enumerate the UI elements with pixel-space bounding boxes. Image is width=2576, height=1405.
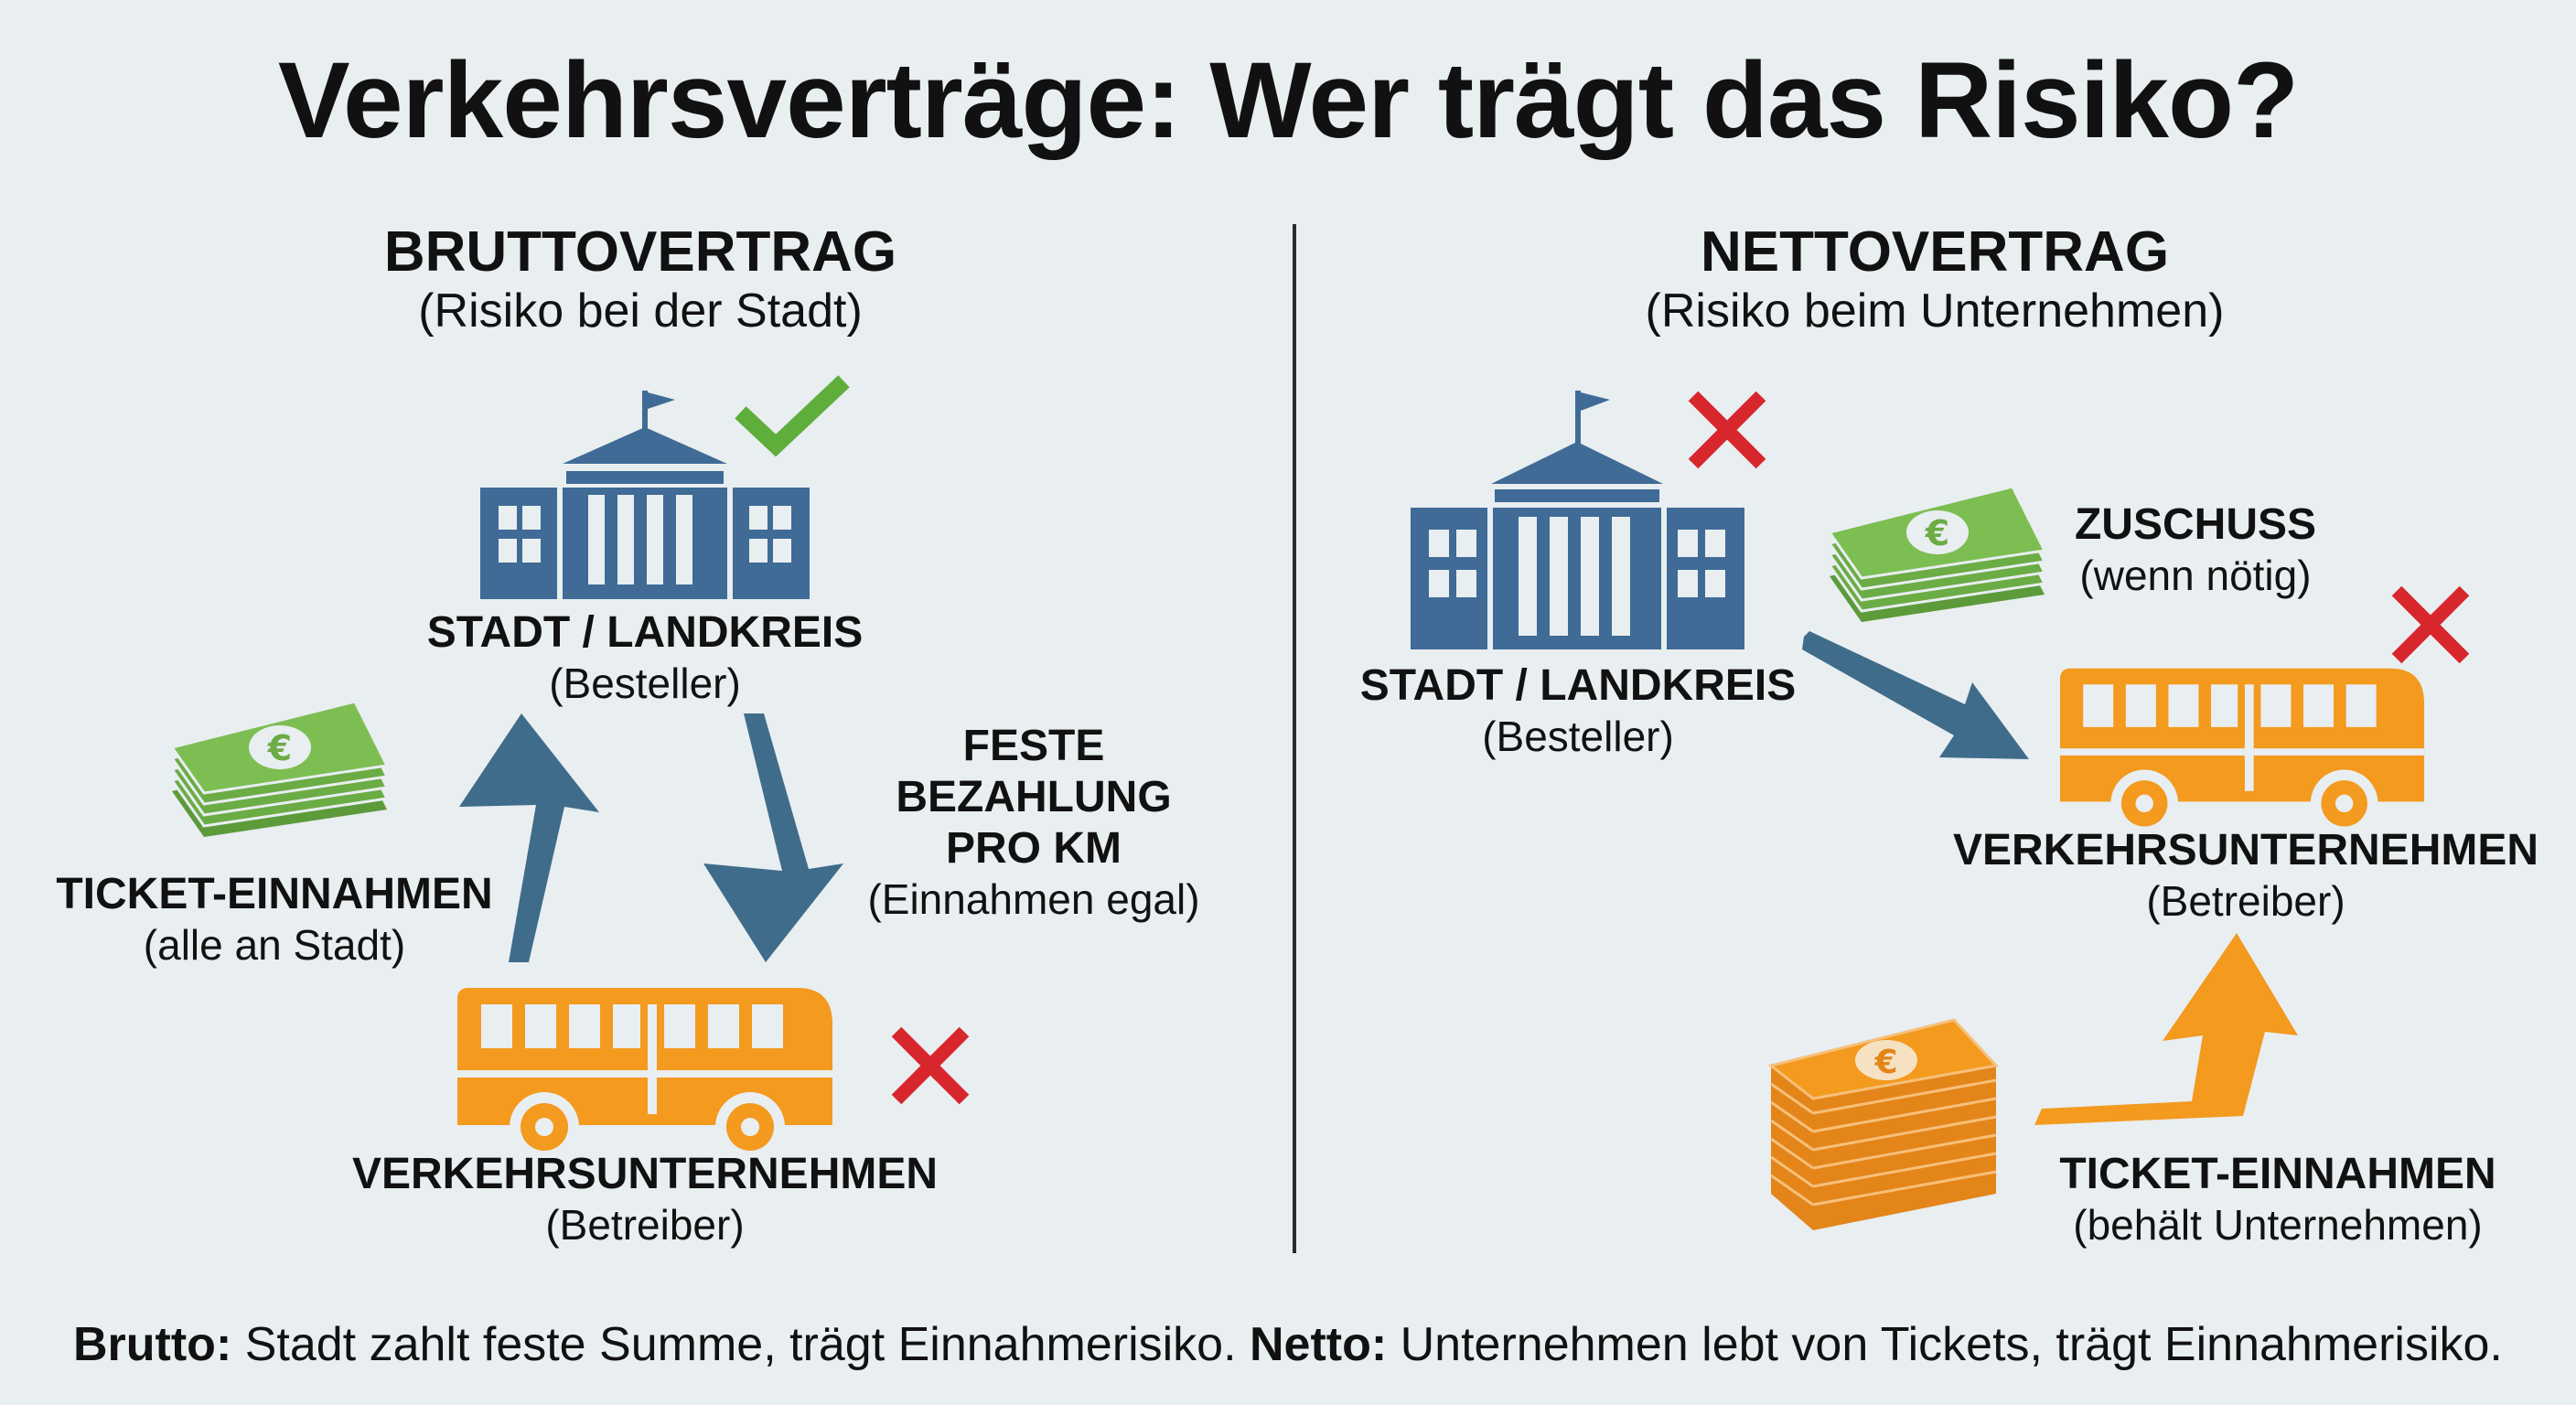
brutto-payment-line2: BEZAHLUNG — [896, 773, 1172, 821]
arrow-up-icon — [2034, 933, 2298, 1125]
cross-icon — [1688, 391, 1766, 469]
section-divider — [1293, 224, 1296, 1253]
netto-subheading: (Risiko beim Unternehmen) — [1645, 284, 2225, 338]
footer-brutto-text: Stadt zahlt feste Summe, trägt Einnahmer… — [231, 1318, 1250, 1371]
netto-subsidy-label: ZUSCHUSS — [2074, 500, 2317, 549]
brutto-operator-name: VERKEHRSUNTERNEHMEN — [351, 1150, 939, 1198]
brutto-payment-note: (Einnahmen egal) — [867, 875, 1200, 923]
cross-icon — [891, 1026, 970, 1105]
brutto-payment-line1: FESTE — [962, 722, 1105, 770]
svg-text:€: € — [267, 728, 292, 768]
bus-icon — [457, 988, 832, 1162]
svg-text:€: € — [1873, 1044, 1897, 1081]
cross-icon — [2391, 585, 2470, 664]
footer-netto-label: Netto: — [1249, 1318, 1388, 1371]
money-stack-icon: € — [169, 700, 390, 837]
brutto-heading: BRUTTOVERTRAG — [383, 220, 897, 284]
brutto-city-role: (Besteller) — [549, 660, 741, 707]
brutto-city-name: STADT / LANDKREIS — [426, 608, 864, 657]
brutto-subheading: (Risiko bei der Stadt) — [418, 284, 863, 338]
footer-summary: Brutto: Stadt zahlt feste Summe, trägt E… — [73, 1317, 2503, 1372]
arrow-diagonal-icon — [1802, 631, 2029, 759]
netto-heading: NETTOVERTRAG — [1700, 220, 2170, 284]
city-building-icon — [1411, 391, 1744, 649]
arrow-down-icon — [703, 713, 843, 962]
page-title: Verkehrsverträge: Wer trägt das Risiko? — [277, 40, 2299, 161]
netto-ticket-note: (behält Unternehmen) — [2073, 1201, 2483, 1249]
brutto-flow-arrows — [459, 713, 843, 962]
footer-netto-text: Unternehmen lebt von Tickets, trägt Einn… — [1387, 1318, 2503, 1371]
brutto-operator-role: (Betreiber) — [545, 1201, 745, 1249]
brutto-ticket-note: (alle an Stadt) — [143, 921, 406, 969]
bus-icon — [2060, 668, 2425, 838]
netto-subsidy-note: (wenn nötig) — [2079, 552, 2312, 599]
netto-operator-name: VERKEHRSUNTERNEHMEN — [1952, 826, 2539, 874]
netto-ticket-label: TICKET-EINNAHMEN — [2059, 1150, 2496, 1198]
check-icon — [735, 375, 850, 457]
netto-city-name: STADT / LANDKREIS — [1359, 661, 1797, 710]
money-stack-icon: € — [1767, 1018, 1999, 1230]
money-stack-icon: € — [1827, 485, 2047, 622]
brutto-ticket-label: TICKET-EINNAHMEN — [56, 870, 493, 918]
netto-city-role: (Besteller) — [1482, 713, 1674, 760]
city-building-icon — [480, 391, 810, 599]
netto-operator-role: (Betreiber) — [2146, 877, 2345, 925]
arrow-up-icon — [459, 713, 599, 962]
svg-text:€: € — [1925, 513, 1949, 553]
brutto-payment-line3: PRO KM — [946, 824, 1122, 873]
footer-brutto-label: Brutto: — [73, 1318, 232, 1371]
